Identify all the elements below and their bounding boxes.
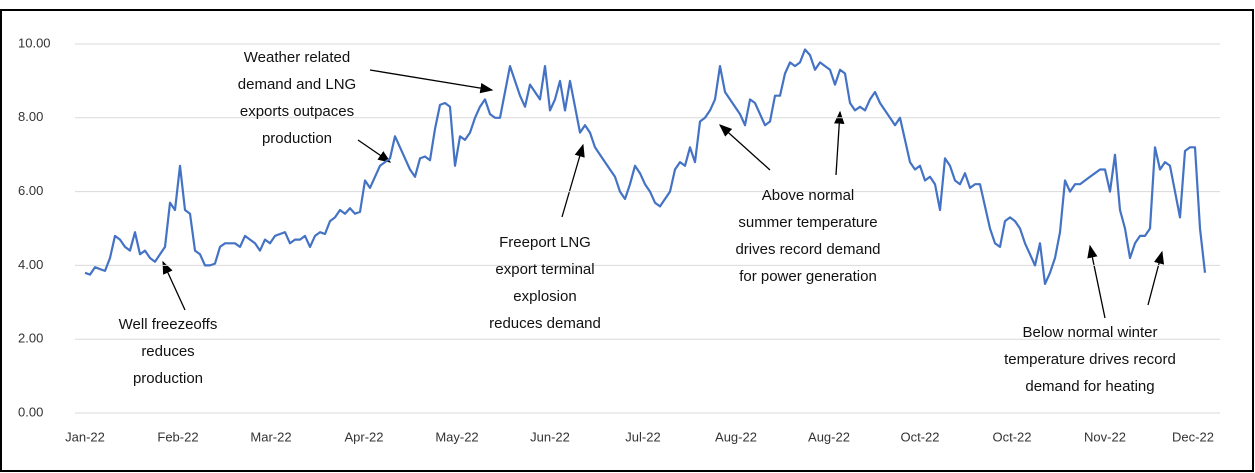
x-tick-label: Nov-22 — [1084, 429, 1126, 444]
annotation-line: Freeport LNG — [499, 234, 591, 251]
x-tick-label: Dec-22 — [1172, 429, 1214, 444]
annotation-line: drives record demand — [735, 241, 880, 258]
annotation-line: Well freezeoffs — [119, 316, 218, 333]
annotation-line: demand for heating — [1025, 378, 1154, 395]
annotation-line: temperature drives record — [1004, 351, 1176, 368]
annotation: Below normal winter temperature drives re… — [1004, 324, 1176, 395]
annotation-line: explosion — [513, 288, 576, 305]
price-line — [84, 48, 1207, 285]
annotation: Above normal summer temperature drives rec… — [735, 187, 880, 285]
x-tick-label: Apr-22 — [344, 429, 383, 444]
annotation-line: for power generation — [739, 268, 877, 285]
x-tick-label: Jul-22 — [625, 429, 660, 444]
annotation-line: Below normal winter — [1022, 324, 1157, 341]
y-tick-label: 4.00 — [18, 257, 43, 272]
y-tick-label: 6.00 — [18, 183, 43, 198]
annotation: Freeport LNG export terminal explosion redu… — [489, 234, 601, 332]
annotation-line: production — [133, 370, 203, 387]
arrows — [162, 69, 1165, 319]
annotation-line: exports outpaces — [240, 103, 354, 120]
x-tick-label: Aug-22 — [715, 429, 757, 444]
annotation: Well freezeoffs reduces production — [119, 316, 218, 387]
x-tick-label: Feb-22 — [157, 429, 198, 444]
annotation-line: Above normal — [762, 187, 855, 204]
x-tick-label: Aug-22 — [808, 429, 850, 444]
x-tick-label: Oct-22 — [992, 429, 1031, 444]
annotation-line: reduces demand — [489, 315, 601, 332]
annotation-line: Weather related — [244, 49, 350, 66]
annotation: Weather related demand and LNG exports out… — [238, 49, 356, 147]
y-tick-label: 10.00 — [18, 35, 51, 50]
annotation-line: production — [262, 130, 332, 147]
y-tick-label: 8.00 — [18, 109, 43, 124]
annotation-line: demand and LNG — [238, 76, 356, 93]
x-tick-label: Jun-22 — [530, 429, 570, 444]
annotation-line: summer temperature — [738, 214, 877, 231]
y-tick-label: 0.00 — [18, 404, 43, 419]
frame — [0, 9, 1254, 472]
annotation-line: reduces — [141, 343, 194, 360]
x-tick-label: May-22 — [435, 429, 478, 444]
x-tick-label: Mar-22 — [250, 429, 291, 444]
x-tick-label: Oct-22 — [900, 429, 939, 444]
x-tick-label: Jan-22 — [65, 429, 105, 444]
annotation-line: export terminal — [495, 261, 594, 278]
y-tick-label: 2.00 — [18, 331, 43, 346]
